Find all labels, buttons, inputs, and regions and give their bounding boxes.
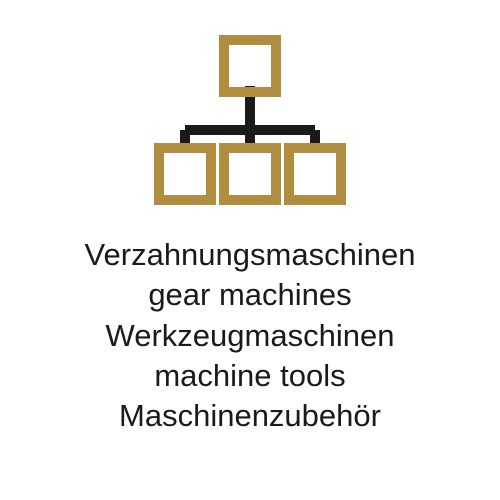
text-line-4: machine tools bbox=[85, 356, 416, 396]
hierarchy-top-box bbox=[224, 40, 276, 92]
text-line-5: Maschinenzubehör bbox=[85, 396, 416, 436]
text-line-2: gear machines bbox=[85, 275, 416, 315]
category-text-block: Verzahnungsmaschinen gear machines Werkz… bbox=[85, 235, 416, 436]
text-line-1: Verzahnungsmaschinen bbox=[85, 235, 416, 275]
hierarchy-bottom-left-box bbox=[159, 148, 211, 200]
hierarchy-bottom-middle-box bbox=[224, 148, 276, 200]
text-line-3: Werkzeugmaschinen bbox=[85, 316, 416, 356]
hierarchy-bottom-right-box bbox=[289, 148, 341, 200]
hierarchy-icon bbox=[150, 30, 350, 215]
